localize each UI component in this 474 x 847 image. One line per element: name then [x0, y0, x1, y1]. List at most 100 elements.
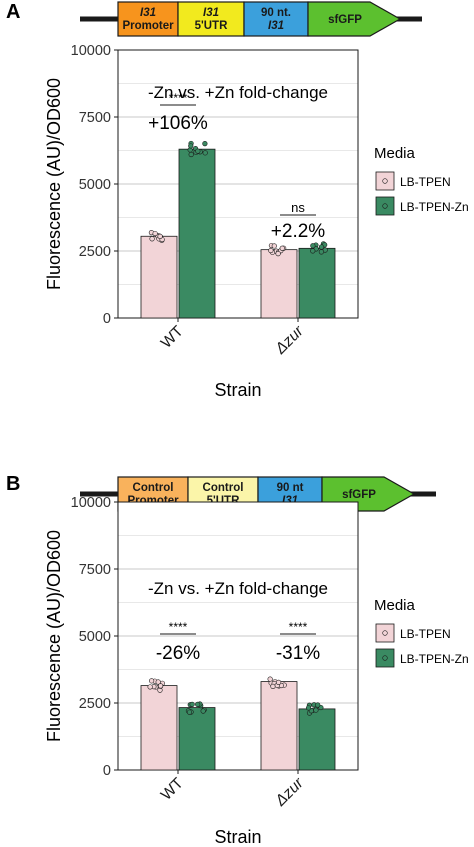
fold-change-value: +2.2%	[271, 221, 326, 242]
replicate-point	[275, 251, 281, 257]
bar	[260, 249, 298, 319]
x-tick-label: Δzur	[272, 774, 308, 810]
construct-label: 90 nt.	[261, 7, 291, 19]
legend-point	[382, 655, 388, 661]
replicate-point	[189, 701, 195, 707]
legend-title: Media	[374, 597, 416, 614]
y-tick-label: 10000	[71, 495, 111, 511]
y-axis-label: Fluorescence (AU)/OD600	[44, 78, 64, 290]
y-tick-label: 7500	[79, 110, 111, 126]
legend: Media LB-TPEN LB-TPEN-Zn	[374, 597, 469, 668]
replicate-point	[195, 701, 201, 707]
fold-change-value: +106%	[148, 113, 208, 134]
category-group	[140, 140, 216, 319]
legend-label: LB-TPEN-Zn	[400, 652, 469, 666]
y-tick-label: 2500	[79, 696, 111, 712]
construct-label: 90 nt	[277, 482, 304, 494]
fold-change-value: -31%	[276, 643, 320, 664]
bar	[178, 707, 216, 771]
replicate-point	[315, 702, 321, 708]
category-group	[260, 241, 336, 319]
replicate-point	[155, 679, 161, 685]
x-tick-label: WT	[158, 322, 187, 351]
y-tick-label: 5000	[79, 177, 111, 193]
replicate-point	[318, 249, 324, 255]
construct-label: 5'UTR	[195, 20, 228, 32]
significance-label: ns	[291, 200, 305, 215]
construct-part: 90 nt.I31	[243, 1, 309, 37]
y-tick-label: 10000	[71, 43, 111, 59]
replicate-point	[200, 708, 206, 714]
y-tick-label: 7500	[79, 562, 111, 578]
construct-label: I31	[203, 7, 219, 19]
y-tick-label: 5000	[79, 629, 111, 645]
replicate-point	[147, 684, 153, 690]
construct-part: sfGFP	[307, 1, 402, 37]
legend-point	[382, 203, 388, 209]
bar	[260, 681, 298, 771]
y-tick-label: 0	[103, 311, 111, 327]
construct-label: I31	[140, 7, 156, 19]
construct-box	[243, 1, 309, 37]
replicate-point	[188, 151, 194, 158]
replicate-point	[271, 243, 277, 249]
replicate-point	[267, 676, 273, 682]
legend-label: LB-TPEN-Zn	[400, 200, 469, 214]
bar	[298, 708, 336, 771]
construct-label: Control	[133, 482, 174, 494]
replicate-point	[279, 245, 285, 251]
significance-label: ****	[289, 620, 308, 634]
legend-point	[382, 630, 388, 636]
legend-point	[382, 178, 388, 184]
x-axis-label: Strain	[214, 380, 261, 400]
bar	[140, 685, 178, 771]
replicate-point	[276, 679, 282, 685]
bar	[298, 247, 336, 319]
x-tick-label: Δzur	[272, 322, 308, 358]
construct-label: sfGFP	[328, 14, 362, 26]
replicate-point	[157, 233, 163, 239]
replicate-point	[268, 247, 274, 254]
legend: Media LB-TPEN LB-TPEN-Zn	[374, 145, 469, 216]
legend-label: LB-TPEN	[400, 627, 451, 641]
replicate-point	[195, 148, 201, 154]
construct-label: I31	[268, 20, 284, 32]
construct-arrow	[307, 1, 402, 37]
y-tick-label: 0	[103, 763, 111, 779]
construct-box	[177, 1, 245, 37]
bar	[178, 148, 216, 319]
fold-change-value: -26%	[156, 643, 200, 664]
replicate-point	[305, 705, 312, 711]
replicate-point	[313, 707, 319, 713]
replicate-point	[186, 709, 193, 715]
legend-title: Media	[374, 145, 416, 162]
category-group	[140, 678, 216, 771]
replicate-point	[149, 678, 155, 684]
fold-change-title: -Zn vs. +Zn fold-change	[148, 83, 328, 102]
replicate-point	[202, 141, 208, 147]
replicate-point	[202, 150, 208, 156]
replicate-point	[310, 248, 316, 254]
significance-label: ****	[169, 91, 188, 105]
x-tick-label: WT	[158, 774, 187, 803]
replicate-point	[318, 244, 325, 250]
category-group	[260, 676, 336, 771]
fold-change-title: -Zn vs. +Zn fold-change	[148, 579, 328, 598]
replicate-point	[270, 683, 276, 689]
y-tick-label: 2500	[79, 244, 111, 260]
replicate-point	[152, 230, 158, 237]
panel-letter: B	[6, 473, 20, 495]
x-axis-label: Strain	[214, 827, 261, 847]
construct-label: Promoter	[122, 20, 174, 32]
construct-label: Control	[203, 482, 244, 494]
replicate-point	[149, 236, 155, 242]
replicate-point	[188, 143, 194, 149]
replicate-point	[157, 683, 164, 689]
bar	[140, 235, 178, 319]
replicate-point	[310, 243, 316, 249]
